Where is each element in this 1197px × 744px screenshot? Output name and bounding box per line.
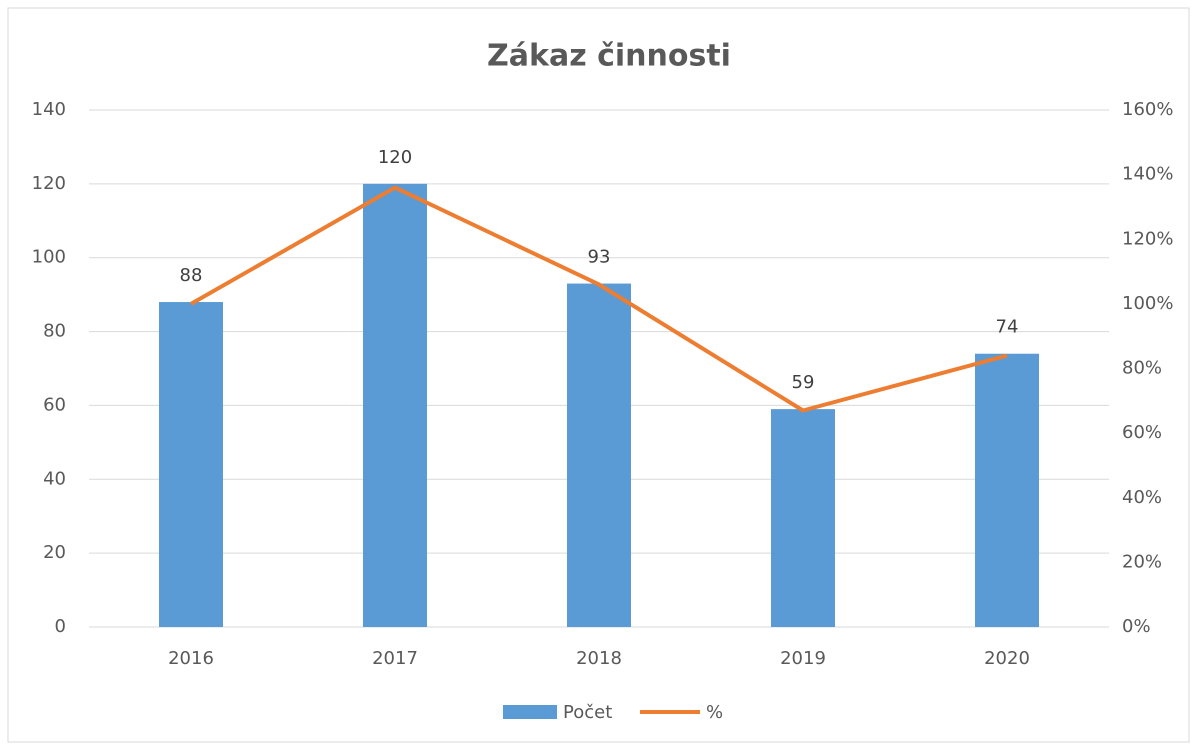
y2-tick-label: 160% <box>1122 99 1173 120</box>
y2-tick-label: 20% <box>1122 551 1162 572</box>
y-tick-label: 20 <box>43 542 66 563</box>
bar <box>159 302 223 627</box>
y-tick-label: 60 <box>43 394 66 415</box>
x-tick-label: 2016 <box>168 648 214 669</box>
bar <box>771 409 835 627</box>
x-tick-label: 2018 <box>576 648 622 669</box>
y2-tick-label: 80% <box>1122 358 1162 379</box>
data-label: 74 <box>996 317 1019 338</box>
y2-tick-label: 100% <box>1122 293 1173 314</box>
x-tick-label: 2019 <box>780 648 826 669</box>
bar <box>975 353 1039 627</box>
line-series <box>190 185 1008 413</box>
legend-swatch <box>503 705 557 719</box>
y-tick-label: 0 <box>55 616 66 637</box>
x-tick-label: 2017 <box>372 648 418 669</box>
y2-tick-label: 60% <box>1122 422 1162 443</box>
y2-tick-label: 0% <box>1122 616 1151 637</box>
chart-title: Zákaz činnosti <box>487 39 731 74</box>
y2-tick-label: 140% <box>1122 164 1173 185</box>
y-tick-label: 100 <box>32 247 66 268</box>
y-tick-label: 80 <box>43 321 66 342</box>
data-label: 88 <box>180 265 203 286</box>
y2-tick-label: 120% <box>1122 228 1173 249</box>
data-label: 120 <box>378 147 412 168</box>
y-tick-label: 120 <box>32 173 66 194</box>
y-tick-label: 140 <box>32 99 66 120</box>
data-label: 59 <box>792 372 815 393</box>
bar <box>567 283 631 627</box>
x-tick-label: 2020 <box>984 648 1030 669</box>
legend-label: % <box>706 702 723 723</box>
legend-label: Počet <box>563 702 612 723</box>
y2-tick-label: 40% <box>1122 487 1162 508</box>
y-tick-label: 40 <box>43 468 66 489</box>
bar <box>363 183 427 627</box>
data-label: 93 <box>588 247 611 268</box>
